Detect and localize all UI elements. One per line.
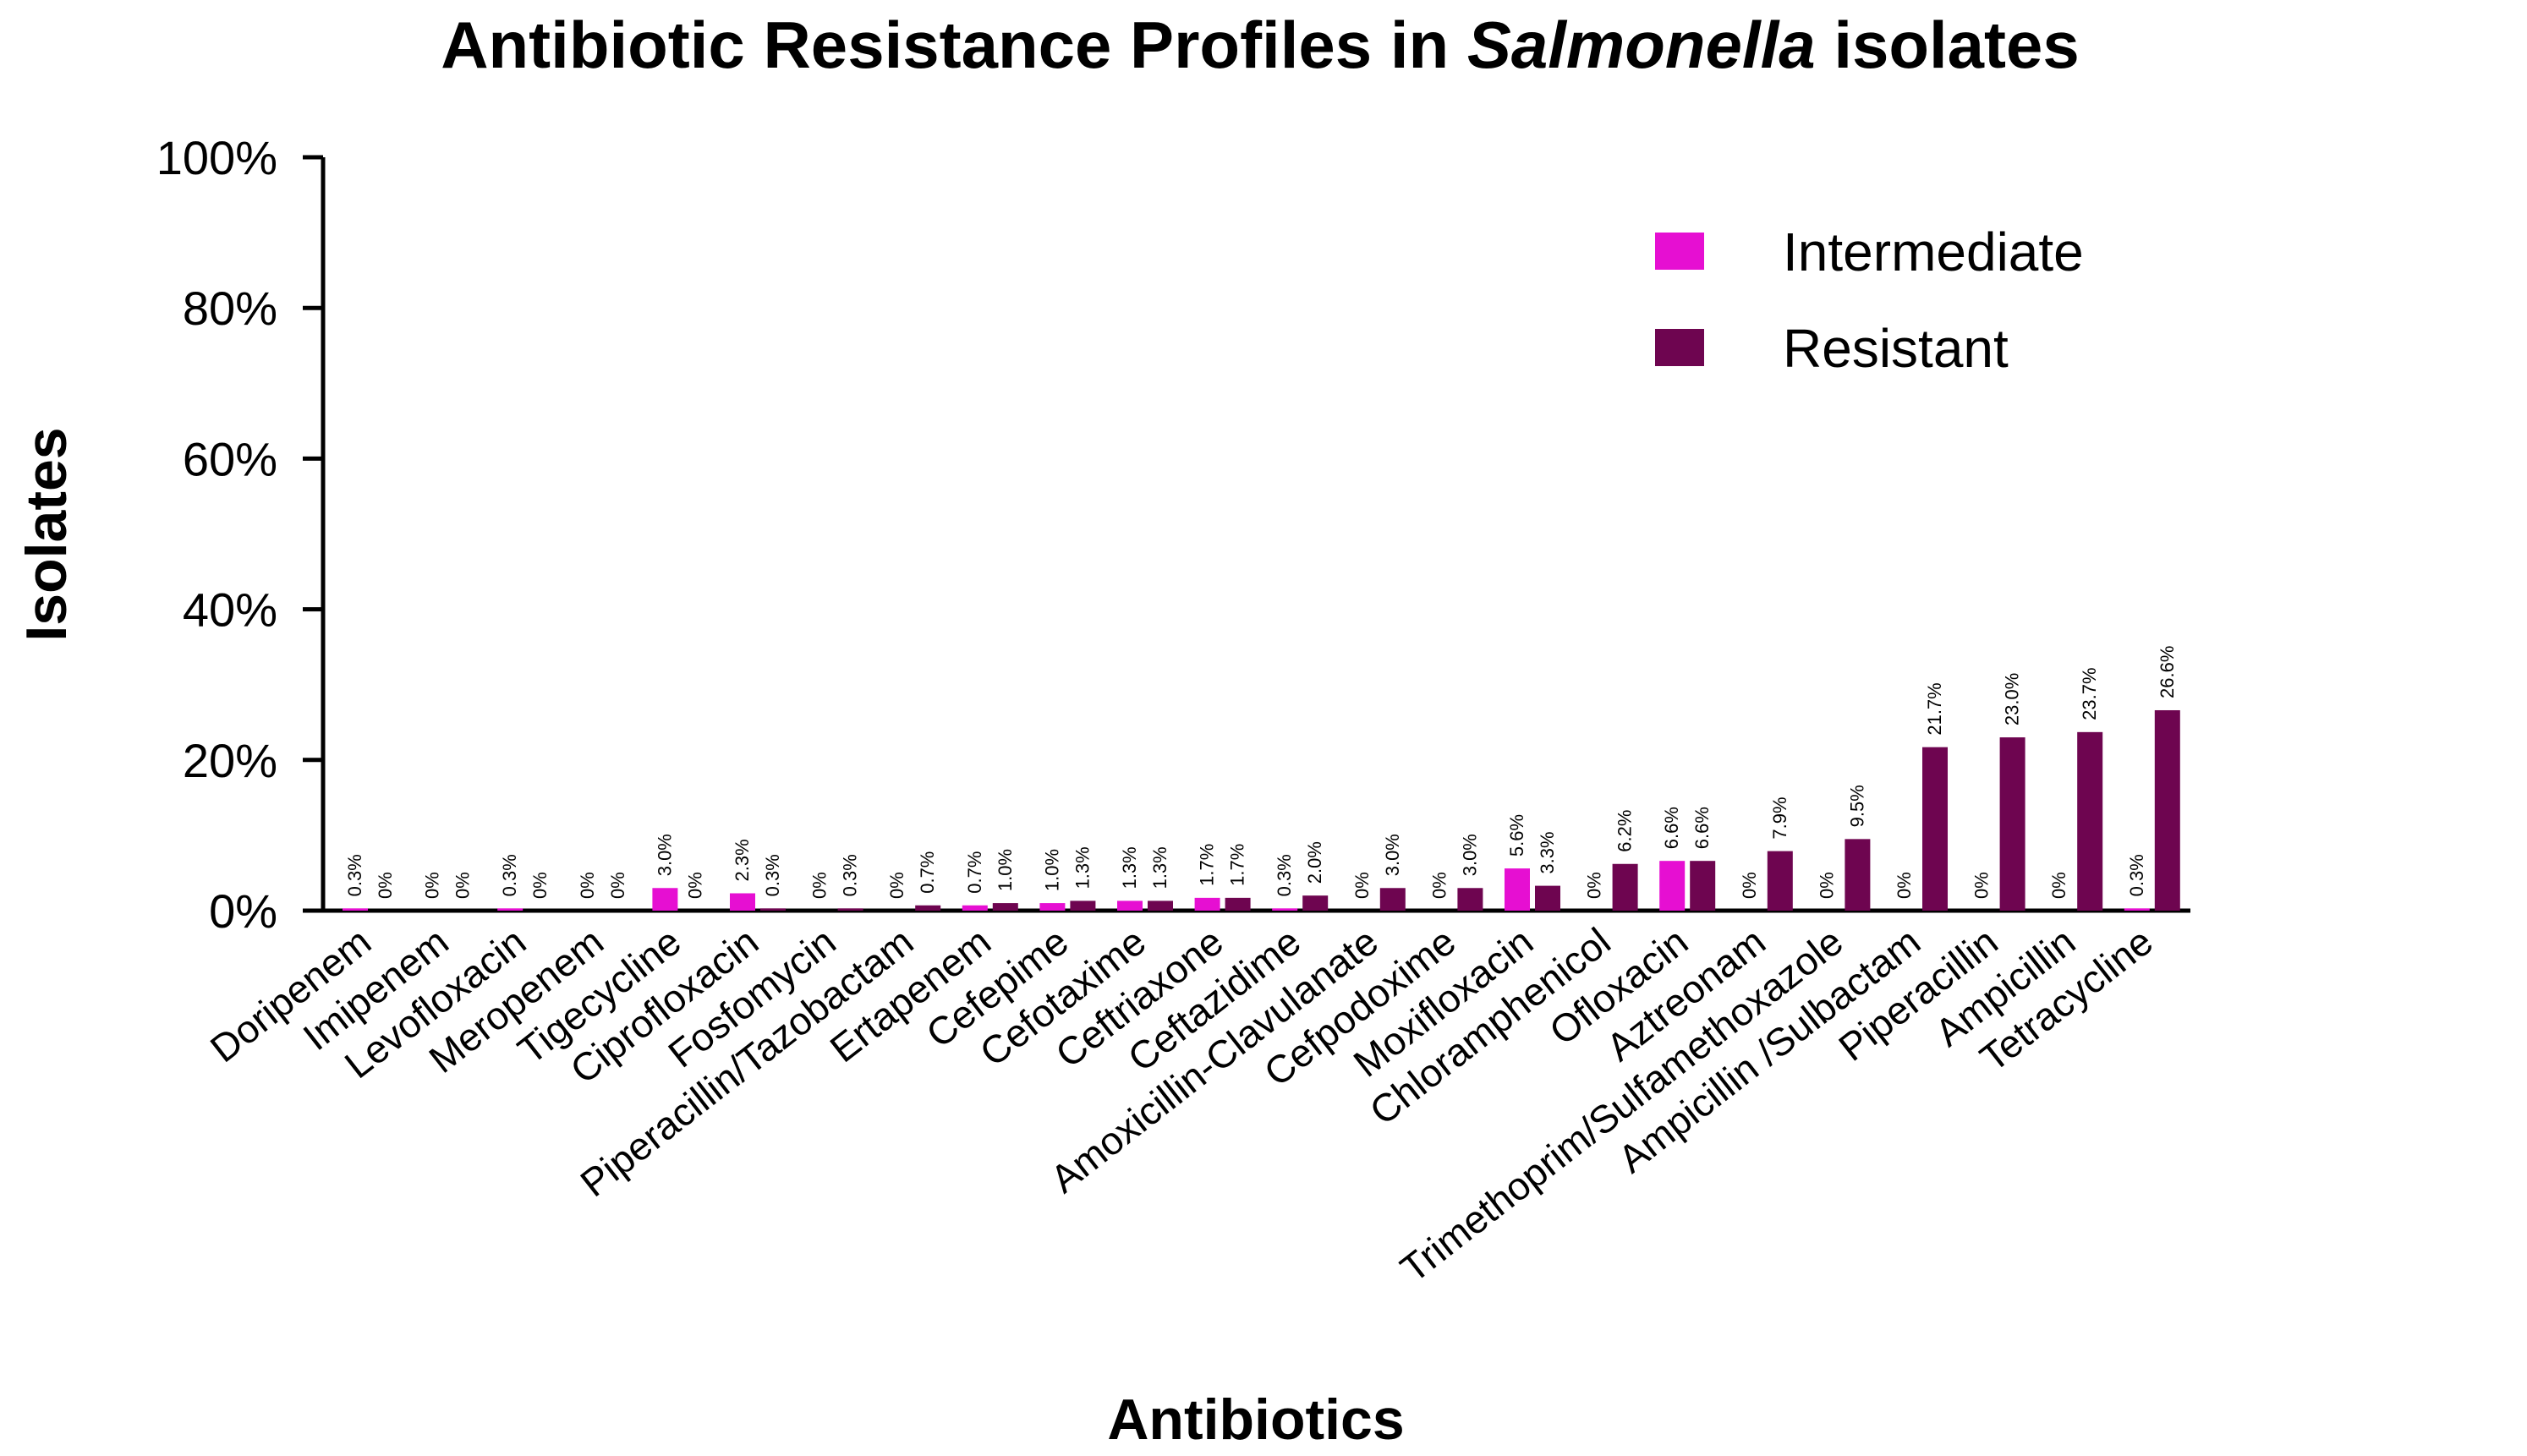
legend-swatch-intermediate [1655, 233, 1704, 270]
data-label-intermediate: 1.3% [1119, 846, 1140, 889]
bar-intermediate [343, 908, 368, 911]
data-label-resistant: 0% [684, 872, 705, 899]
data-label-resistant: 0.3% [762, 854, 783, 896]
bar-intermediate [962, 905, 988, 911]
bar-resistant [1225, 897, 1251, 911]
data-label-resistant: 23.7% [2079, 667, 2100, 720]
bar-resistant [1690, 861, 1716, 911]
data-label-intermediate: 0% [1428, 872, 1450, 899]
legend-swatch-resistant [1655, 329, 1704, 366]
bar-labels: 0.3% 0% 0% 0% 0.3% 0% 0% 0% 3.0% 0% 2.3% 0.3% 0% 0.3%… [344, 646, 2178, 899]
y-tick-label: 20% [183, 734, 277, 787]
y-tick-label: 40% [183, 583, 277, 637]
data-label-intermediate: 0% [2048, 872, 2069, 899]
bar-resistant [2077, 731, 2103, 911]
data-label-intermediate: 3.0% [654, 834, 675, 876]
data-label-resistant: 0% [607, 872, 628, 899]
bar-resistant [1612, 863, 1638, 911]
data-label-intermediate: 0.3% [2126, 854, 2147, 896]
data-label-intermediate: 2.3% [732, 839, 753, 881]
data-label-intermediate: 0% [1351, 872, 1373, 899]
bar-resistant [992, 903, 1018, 911]
data-label-resistant: 6.6% [1691, 807, 1713, 849]
data-label-resistant: 3.0% [1459, 834, 1480, 876]
data-label-resistant: 7.9% [1769, 796, 1790, 839]
bar-intermediate [1272, 908, 1298, 911]
legend: Intermediate Resistant [1655, 222, 2084, 379]
legend-label-intermediate: Intermediate [1783, 222, 2084, 282]
data-label-intermediate: 0% [1971, 872, 1993, 899]
bar-resistant [837, 908, 863, 911]
data-label-resistant: 0% [452, 872, 474, 899]
bar-resistant [760, 908, 786, 911]
data-label-resistant: 26.6% [2157, 646, 2178, 698]
data-label-resistant: 0.3% [840, 854, 861, 896]
data-label-resistant: 1.7% [1227, 844, 1248, 886]
data-label-resistant: 6.2% [1614, 810, 1636, 852]
data-label-intermediate: 0.3% [499, 854, 520, 896]
bar-intermediate [652, 888, 678, 911]
data-label-intermediate: 6.6% [1661, 807, 1682, 849]
data-label-intermediate: 0.3% [344, 854, 365, 896]
bar-resistant [1148, 900, 1173, 911]
data-label-resistant: 2.0% [1304, 841, 1325, 884]
bar-intermediate [497, 908, 523, 911]
data-label-resistant: 3.3% [1537, 831, 1558, 873]
bar-resistant [1845, 839, 1871, 911]
bar-resistant [1535, 885, 1560, 911]
category-labels: DoripenemImipenemLevofloxacinMeropenemTi… [202, 919, 2161, 1291]
bar-intermediate [1659, 861, 1686, 911]
y-tick-label: 80% [183, 282, 277, 335]
y-axis-title: Isolates [14, 427, 79, 641]
data-label-resistant: 3.0% [1382, 834, 1403, 876]
bar-intermediate [1117, 900, 1143, 911]
data-label-intermediate: 1.7% [1197, 844, 1218, 886]
data-label-intermediate: 0% [809, 872, 830, 899]
data-label-resistant: 21.7% [1924, 682, 1945, 735]
data-label-intermediate: 0% [1894, 872, 1915, 899]
y-ticks: 0% 20% 40% 60% 80% 100% [156, 131, 323, 938]
bar-resistant [1070, 900, 1096, 911]
legend-label-resistant: Resistant [1783, 318, 2009, 379]
data-label-intermediate: 1.0% [1041, 849, 1062, 891]
bar-resistant [1379, 888, 1406, 911]
bar-intermediate [730, 893, 755, 911]
bar-intermediate [1194, 897, 1220, 911]
data-label-resistant: 0% [529, 872, 551, 899]
data-label-resistant: 1.0% [995, 849, 1016, 891]
data-label-intermediate: 0.7% [964, 851, 985, 894]
x-axis-title: Antibiotics [1107, 1388, 1404, 1452]
bar-intermediate [1039, 903, 1066, 911]
bar-resistant [1922, 747, 1948, 911]
data-label-intermediate: 0.3% [1274, 854, 1295, 896]
chart-title: Antibiotic Resistance Profiles in Salmon… [441, 8, 2080, 82]
bar-resistant [1767, 851, 1793, 911]
y-tick-label: 0% [209, 884, 277, 938]
data-label-resistant: 0.7% [917, 851, 938, 894]
data-label-resistant: 23.0% [2002, 673, 2023, 725]
data-label-intermediate: 0% [1816, 872, 1837, 899]
data-label-resistant: 9.5% [1846, 785, 1867, 827]
data-label-intermediate: 0% [577, 872, 598, 899]
bar-intermediate [2124, 908, 2150, 911]
bar-resistant [915, 905, 941, 911]
bar-intermediate [1505, 868, 1530, 911]
data-label-intermediate: 0% [1584, 872, 1605, 899]
bar-resistant [1999, 737, 2025, 911]
data-label-resistant: 1.3% [1149, 846, 1170, 889]
data-label-resistant: 1.3% [1072, 846, 1093, 889]
bar-resistant [1457, 888, 1483, 911]
data-label-resistant: 0% [375, 872, 396, 899]
bar-resistant [2154, 709, 2180, 911]
y-tick-label: 100% [156, 131, 277, 184]
data-label-intermediate: 0% [1739, 872, 1760, 899]
data-label-intermediate: 5.6% [1506, 814, 1527, 857]
y-tick-label: 60% [183, 432, 277, 485]
data-label-intermediate: 0% [422, 872, 443, 899]
data-label-intermediate: 0% [886, 872, 907, 899]
bars [343, 709, 2180, 911]
bar-resistant [1302, 895, 1329, 911]
